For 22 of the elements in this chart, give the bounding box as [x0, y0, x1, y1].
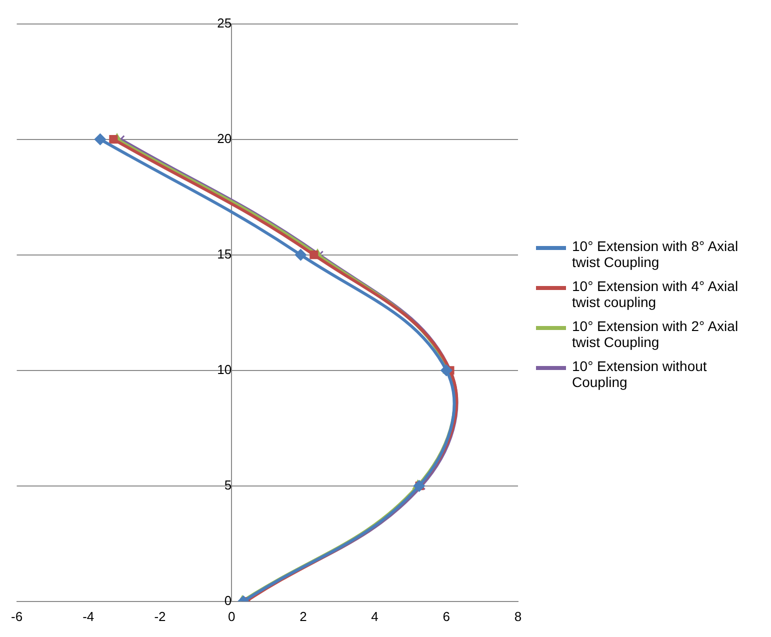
- x-tick-label: 6: [442, 608, 450, 624]
- y-tick-label: 25: [217, 15, 232, 30]
- y-tick-label: 10: [217, 362, 232, 377]
- x-tick-label: -2: [154, 608, 166, 624]
- x-tick-label: -4: [82, 608, 94, 624]
- point: [109, 135, 118, 144]
- legend-label: 10° Extension without Coupling: [572, 358, 708, 390]
- y-tick-label: 15: [217, 246, 232, 262]
- point: [440, 364, 452, 376]
- y-tick-label: 5: [224, 477, 232, 492]
- point: [310, 250, 318, 260]
- x-tick-label: 4: [371, 608, 378, 624]
- legend-label: 10° Extension with 2° Axial twist Coupling: [572, 318, 740, 350]
- x-tick-label: -6: [11, 608, 23, 624]
- legend-label: 10° Extension with 8° Axial twist Coupling: [572, 238, 740, 270]
- point: [294, 249, 306, 261]
- point: [94, 134, 106, 146]
- y-tick-label: 0: [224, 592, 232, 608]
- y-tick-label: 20: [217, 130, 232, 146]
- x-tick-label: 2: [300, 608, 307, 624]
- legend-label: 10° Extension with 4° Axial twist coupling: [572, 278, 740, 310]
- x-tick-label: 8: [514, 608, 522, 624]
